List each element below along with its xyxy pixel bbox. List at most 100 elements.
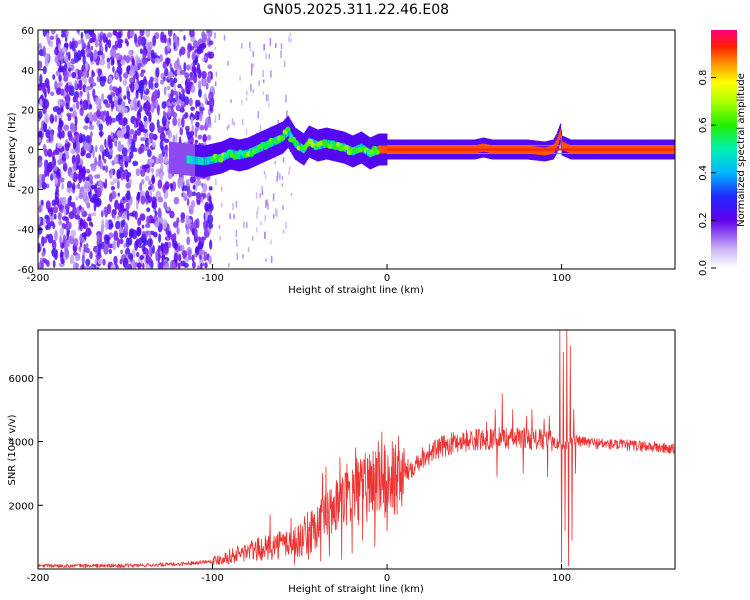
noise-speckle <box>151 91 158 103</box>
noise-speckle <box>74 133 79 143</box>
noise-speckle <box>47 148 53 158</box>
noise-speckle <box>235 230 238 238</box>
noise-speckle <box>276 209 278 218</box>
noise-speckle <box>84 187 91 193</box>
noise-speckle <box>129 128 135 135</box>
noise-speckle <box>126 190 131 201</box>
noise-speckle <box>51 239 57 250</box>
noise-speckle <box>156 92 160 99</box>
signal-core <box>208 156 210 165</box>
noise-speckle <box>184 257 189 263</box>
noise-speckle <box>218 224 221 229</box>
noise-speckle <box>181 250 187 257</box>
noise-speckle <box>145 30 151 38</box>
noise-speckle <box>107 39 112 49</box>
y-tick-label: 40 <box>21 66 34 77</box>
noise-speckle <box>102 223 105 229</box>
noise-speckle <box>166 57 170 67</box>
noise-speckle <box>81 232 87 238</box>
noise-speckle <box>194 235 199 243</box>
spectrogram-signal-track <box>168 115 675 178</box>
signal-core <box>386 145 388 154</box>
noise-speckle <box>110 100 115 110</box>
y-tick-label: 6000 <box>9 374 34 385</box>
signal-core <box>565 143 567 152</box>
signal-core <box>194 156 196 165</box>
noise-speckle <box>40 95 43 100</box>
noise-speckle <box>282 229 285 234</box>
noise-speckle <box>60 258 65 265</box>
noise-speckle <box>149 189 153 197</box>
signal-core <box>543 147 545 156</box>
noise-speckle <box>110 47 116 58</box>
noise-speckle <box>85 258 91 266</box>
noise-speckle <box>136 195 140 201</box>
noise-speckle <box>51 247 58 258</box>
noise-speckle <box>154 98 159 107</box>
noise-speckle <box>191 51 196 61</box>
noise-speckle <box>199 124 205 131</box>
signal-halo <box>183 143 186 176</box>
noise-speckle <box>110 168 113 180</box>
noise-speckle <box>63 164 67 171</box>
noise-speckle <box>128 253 134 260</box>
noise-speckle <box>138 244 142 249</box>
noise-speckle <box>241 119 244 126</box>
noise-speckle <box>112 66 115 73</box>
noise-speckle <box>228 263 230 268</box>
noise-speckle <box>231 118 234 125</box>
signal-core <box>202 157 204 166</box>
noise-speckle <box>233 213 235 219</box>
noise-speckle <box>149 76 154 83</box>
noise-speckle <box>103 99 109 105</box>
signal-halo <box>178 142 180 175</box>
noise-speckle <box>208 195 212 202</box>
noise-speckle <box>45 224 49 231</box>
noise-speckle <box>61 216 68 221</box>
noise-speckle <box>90 212 97 217</box>
noise-speckle <box>96 109 101 118</box>
signal-blob <box>279 135 285 141</box>
noise-speckle <box>44 167 48 178</box>
noise-speckle <box>147 41 154 50</box>
noise-speckle <box>128 50 133 57</box>
noise-speckle <box>58 43 61 52</box>
signal-blob <box>307 138 313 145</box>
noise-speckle <box>53 213 57 220</box>
noise-speckle <box>140 137 146 142</box>
noise-speckle <box>105 103 111 109</box>
noise-speckle <box>64 54 69 63</box>
noise-speckle <box>92 88 96 99</box>
noise-speckle <box>43 216 46 228</box>
noise-speckle <box>180 106 185 113</box>
signal-blob <box>369 149 375 155</box>
noise-speckle <box>125 182 131 189</box>
noise-speckle <box>66 187 73 193</box>
noise-speckle <box>45 200 51 210</box>
noise-speckle <box>85 242 89 249</box>
noise-speckle <box>79 100 83 105</box>
noise-speckle <box>118 31 122 39</box>
noise-speckle <box>117 140 122 147</box>
noise-speckle <box>172 117 178 127</box>
noise-speckle <box>50 91 55 97</box>
noise-speckle <box>139 254 145 260</box>
noise-speckle <box>272 193 275 202</box>
noise-speckle <box>173 252 179 264</box>
signal-core <box>289 130 291 139</box>
spectrogram-x-label: Height of straight line (km) <box>288 285 424 296</box>
signal-core <box>195 156 198 165</box>
noise-speckle <box>41 173 46 183</box>
noise-speckle <box>264 214 266 222</box>
signal-core <box>553 144 556 152</box>
noise-speckle <box>186 198 190 206</box>
colorbar-label: Normalized spectral amplitude <box>736 73 747 227</box>
signal-core <box>538 146 541 155</box>
noise-speckle <box>115 52 121 60</box>
noise-speckle <box>163 156 169 164</box>
noise-speckle <box>209 203 214 212</box>
noise-speckle <box>180 212 186 221</box>
noise-speckle <box>157 207 162 218</box>
noise-speckle <box>266 199 268 206</box>
signal-core <box>204 157 206 166</box>
